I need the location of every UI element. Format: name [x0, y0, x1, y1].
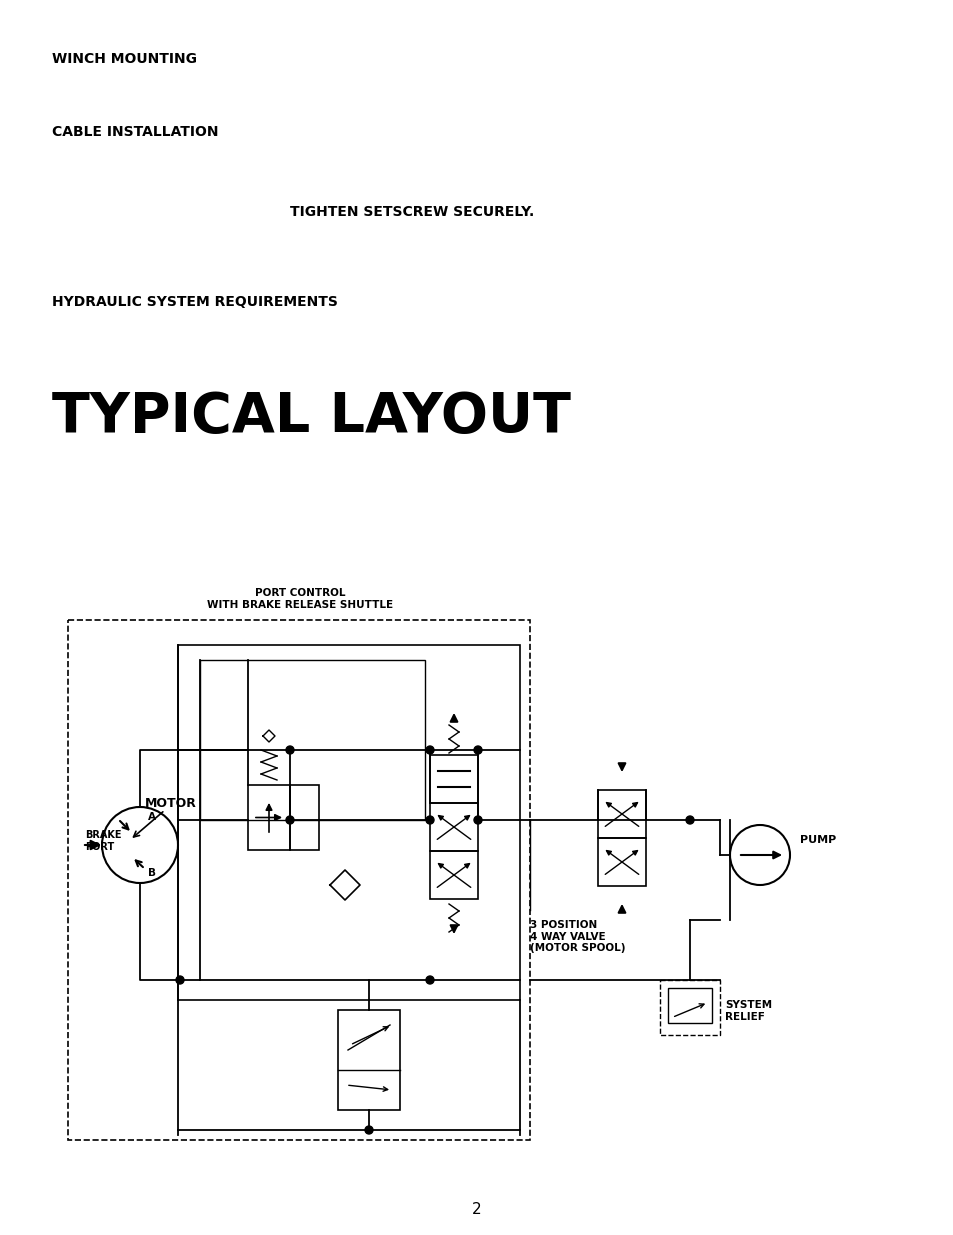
- Text: WINCH MOUNTING: WINCH MOUNTING: [52, 52, 196, 65]
- Circle shape: [426, 976, 434, 984]
- Text: PORT CONTROL
WITH BRAKE RELEASE SHUTTLE: PORT CONTROL WITH BRAKE RELEASE SHUTTLE: [207, 588, 393, 610]
- Circle shape: [286, 816, 294, 824]
- Text: MOTOR: MOTOR: [145, 797, 196, 810]
- Circle shape: [426, 746, 434, 755]
- Bar: [430, 803, 477, 851]
- Text: B: B: [148, 868, 156, 878]
- Text: CABLE INSTALLATION: CABLE INSTALLATION: [52, 125, 218, 140]
- Text: BRAKE
PORT: BRAKE PORT: [85, 830, 121, 852]
- Bar: [430, 755, 477, 803]
- Bar: [337, 1010, 399, 1110]
- Circle shape: [426, 816, 434, 824]
- Bar: [290, 785, 319, 850]
- Text: TYPICAL LAYOUT: TYPICAL LAYOUT: [52, 390, 570, 445]
- Text: PUMP: PUMP: [800, 835, 836, 845]
- Circle shape: [175, 976, 184, 984]
- Text: A: A: [148, 811, 156, 823]
- Circle shape: [474, 746, 481, 755]
- Circle shape: [286, 746, 294, 755]
- Text: SYSTEM
RELIEF: SYSTEM RELIEF: [724, 1000, 771, 1021]
- Bar: [667, 988, 711, 1023]
- Text: 2: 2: [472, 1203, 481, 1218]
- Text: 3 POSITION
4 WAY VALVE
(MOTOR SPOOL): 3 POSITION 4 WAY VALVE (MOTOR SPOOL): [530, 920, 625, 953]
- Circle shape: [474, 816, 481, 824]
- Bar: [598, 839, 645, 885]
- Bar: [430, 851, 477, 899]
- Circle shape: [685, 816, 693, 824]
- Bar: [598, 790, 645, 839]
- Circle shape: [365, 1126, 373, 1134]
- Text: HYDRAULIC SYSTEM REQUIREMENTS: HYDRAULIC SYSTEM REQUIREMENTS: [52, 295, 337, 309]
- Text: TIGHTEN SETSCREW SECURELY.: TIGHTEN SETSCREW SECURELY.: [290, 205, 534, 219]
- Bar: [248, 785, 290, 850]
